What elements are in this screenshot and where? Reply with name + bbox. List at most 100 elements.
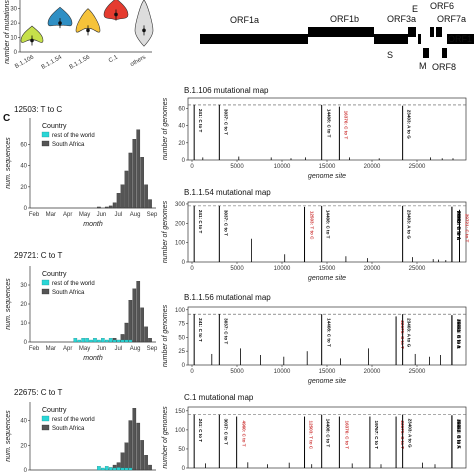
map-x-tick-label: 0 (190, 266, 194, 272)
ts-legend-label-rest-of-world: rest of the world (52, 281, 95, 287)
ts-bar-rest-of-world (104, 339, 109, 343)
ts-bar-rest-of-world (101, 338, 105, 343)
ts-bar-rest-of-world (120, 339, 125, 343)
ts-x-tick-label: Feb (29, 346, 40, 352)
orf-label-ORF7a: ORF7a (437, 14, 466, 24)
map-y-label: number of genomes (162, 97, 169, 160)
ts-x-tick-label: Sep (147, 212, 158, 218)
map-y-tick-label: 150 (175, 409, 186, 415)
map-y-tick-label: 200 (175, 221, 186, 227)
orf-label-ORF1: ORF1 (448, 34, 472, 44)
ts-bar-south-africa (124, 170, 129, 209)
ts-bar-south-africa (144, 184, 148, 209)
ts-bar-rest-of-world (81, 338, 85, 343)
map-mutation-label: 29721: C to T (464, 214, 469, 243)
ts-bar-south-africa (140, 157, 144, 209)
ts-bar-rest-of-world (85, 338, 89, 343)
orf-box-S (374, 34, 408, 44)
ts-x-tick-label: Apr (63, 346, 72, 352)
ts-bar-south-africa (148, 338, 152, 343)
ts-bar-rest-of-world (116, 339, 121, 343)
ts-bar-south-africa (128, 152, 133, 209)
ts-legend-swatch-rest-of-world (41, 279, 50, 286)
ts-y-tick-label: 10 (20, 321, 27, 327)
map-y-tick-label: 100 (175, 428, 186, 434)
map-mutation-label: 23403: A to G (407, 210, 412, 239)
violin-y-tick-label: 20 (10, 21, 17, 27)
orf-box-M (423, 48, 429, 58)
mutational-map-3: B.1.106 mutational map 0 20 40 60 number of g… (162, 86, 467, 180)
ts-bar-rest-of-world (112, 339, 117, 343)
ts-y-label: num. sequences (5, 137, 12, 189)
ts-legend-label-rest-of-world: rest of the world (52, 133, 95, 139)
ts-bar-rest-of-world (124, 467, 129, 471)
map-title: B.1.1.56 mutational map (184, 293, 271, 302)
ts-x-tick-label: Mar (46, 212, 56, 218)
ts-legend-swatch-south-africa (41, 424, 50, 431)
orf-box-ORF1a (200, 34, 308, 44)
map-x-tick-label: 20000 (364, 369, 381, 375)
mutational-map-6: C.1 mutational map 0 50 100 150 number of gen… (162, 393, 467, 472)
map-mutation-label: 19767: C to T (374, 421, 379, 450)
ts-bar-south-africa (144, 455, 148, 471)
ts-x-tick-label: Aug (130, 346, 141, 352)
map-y-tick-label: 20 (178, 141, 185, 147)
map-mutation-label: 28883: G to C (457, 419, 462, 449)
map-mutation-label: 3037: C to T (223, 419, 228, 445)
ts-y-tick-label: 0 (24, 340, 28, 346)
violin-x-label-B.1.106: B.1.106 (14, 54, 35, 70)
ts-bar-south-africa (104, 206, 109, 209)
map-mutation-label: 14408: C to T (327, 109, 332, 138)
ts-bar-south-africa (140, 307, 144, 343)
map-x-label: genome site (308, 378, 346, 385)
ts-x-tick-label: Jul (114, 346, 122, 352)
ts-x-tick-label: Mar (46, 346, 56, 352)
orf-box-ORF8 (442, 48, 447, 58)
map-y-tick-label: 75 (178, 322, 185, 328)
ts-bar-rest-of-world (97, 466, 101, 471)
map-mutation-label: 28882: G to A (456, 211, 461, 241)
ts-bar-south-africa (128, 300, 133, 343)
ts-legend-title: Country (42, 123, 67, 130)
ts-bar-south-africa (140, 440, 144, 471)
violin-x-label-B.1.1.56: B.1.1.56 (69, 54, 92, 71)
ts-bar-rest-of-world (73, 338, 78, 343)
ts-bar-south-africa (144, 326, 148, 343)
ts-bar-south-africa (148, 464, 152, 471)
ts-x-tick-label: Aug (130, 212, 141, 218)
map-title: B.1.1.54 mutational map (184, 188, 271, 197)
orf-box-ORF1b (308, 27, 374, 37)
map-x-tick-label: 25000 (409, 164, 426, 170)
ts-x-tick-label: May (79, 212, 90, 218)
ts-x-tick-label: Sep (147, 346, 158, 352)
map-y-tick-label: 0 (182, 260, 186, 266)
map-mutation-label: 12503: T to C (310, 211, 315, 240)
map-title: C.1 mutational map (184, 393, 254, 402)
ts-bar-south-africa (112, 202, 117, 209)
ts-bar-rest-of-world (104, 466, 109, 471)
ts-legend-title: Country (42, 271, 67, 278)
map-mutation-label: 28883: G to C (456, 319, 461, 349)
map-x-tick-label: 15000 (319, 164, 336, 170)
ts-legend-swatch-rest-of-world (41, 415, 50, 422)
map-x-tick-label: 15000 (319, 266, 336, 272)
timeseries-title: 22675: C to T (14, 388, 62, 397)
map-mutation-label: 241: C to T (198, 419, 203, 443)
violin-median-dot (114, 12, 118, 17)
ts-y-tick-label: 40 (20, 419, 27, 425)
map-mutation-label: 14408: C to T (327, 318, 332, 347)
map-mutation-label: 241: C to T (198, 210, 203, 234)
ts-bar-south-africa (132, 288, 137, 343)
orf-box-ORF3a (408, 27, 416, 37)
map-y-tick-label: 60 (178, 106, 185, 112)
map-x-tick-label: 5000 (230, 164, 244, 170)
ts-bar-south-africa (136, 422, 141, 471)
map-x-tick-label: 10000 (274, 266, 291, 272)
map-y-tick-label: 300 (175, 202, 186, 208)
orf-box-ORF1 (447, 34, 474, 44)
timeseries-title: 12503: T to C (14, 105, 62, 114)
orf-box-E (418, 34, 421, 44)
map-mutation-label: 23403: A to G (407, 318, 412, 347)
